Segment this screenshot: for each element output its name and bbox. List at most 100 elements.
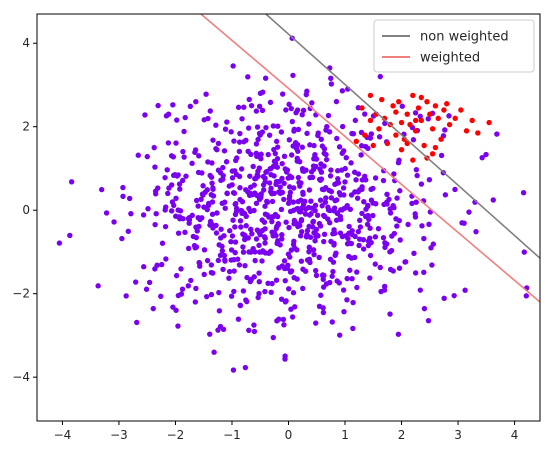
data-point-series-0 — [274, 144, 281, 150]
x-tick-label: −1 — [223, 428, 241, 442]
data-point-series-0 — [391, 230, 398, 237]
data-point-series-0 — [281, 258, 288, 264]
data-point-series-1 — [475, 130, 481, 136]
data-point-series-0 — [310, 219, 316, 225]
data-point-series-1 — [412, 128, 419, 134]
data-point-series-0 — [279, 232, 285, 238]
data-point-series-0 — [312, 202, 319, 209]
data-point-series-1 — [415, 105, 422, 111]
data-point-series-1 — [446, 121, 453, 128]
data-point-series-0 — [231, 268, 237, 274]
data-point-series-0 — [152, 221, 158, 228]
data-point-series-0 — [362, 173, 368, 180]
data-point-series-0 — [362, 111, 368, 117]
data-point-series-0 — [263, 169, 269, 175]
data-point-series-0 — [203, 91, 209, 97]
data-point-series-0 — [462, 287, 468, 293]
data-point-series-0 — [229, 168, 236, 174]
data-point-series-0 — [412, 110, 419, 116]
data-point-series-1 — [370, 142, 376, 149]
data-point-series-0 — [260, 89, 266, 95]
data-point-series-0 — [347, 206, 354, 213]
data-point-series-0 — [273, 277, 280, 283]
data-point-series-1 — [396, 98, 402, 105]
data-point-series-0 — [300, 107, 307, 114]
data-point-series-0 — [205, 159, 211, 165]
data-point-series-0 — [256, 130, 263, 137]
data-point-series-0 — [331, 205, 338, 211]
data-point-series-0 — [251, 322, 257, 328]
data-point-series-0 — [348, 255, 355, 261]
data-point-series-1 — [362, 132, 368, 138]
data-point-series-0 — [173, 272, 180, 279]
data-point-series-0 — [307, 174, 313, 181]
data-point-series-0 — [259, 227, 266, 234]
data-point-series-0 — [237, 130, 243, 137]
data-point-series-0 — [303, 167, 309, 173]
data-point-series-0 — [222, 126, 229, 132]
data-point-series-0 — [306, 249, 312, 255]
data-point-series-0 — [348, 240, 355, 247]
data-point-series-0 — [247, 184, 254, 190]
data-point-series-0 — [372, 261, 378, 267]
data-point-series-0 — [310, 247, 317, 253]
data-point-series-0 — [421, 269, 427, 276]
data-point-series-0 — [428, 245, 434, 251]
data-point-series-0 — [298, 258, 305, 264]
data-point-series-0 — [256, 278, 262, 285]
data-point-series-0 — [307, 142, 313, 148]
data-point-series-0 — [183, 173, 189, 179]
data-point-series-0 — [295, 223, 301, 230]
data-point-series-0 — [395, 160, 402, 166]
data-point-series-0 — [253, 200, 260, 207]
data-point-series-0 — [288, 152, 295, 158]
data-point-series-0 — [226, 183, 232, 189]
data-point-series-0 — [209, 211, 216, 217]
data-point-series-0 — [413, 166, 420, 173]
data-point-series-0 — [279, 91, 286, 97]
data-point-series-0 — [230, 367, 237, 373]
data-point-series-0 — [210, 185, 216, 191]
data-point-series-0 — [354, 195, 361, 201]
data-point-series-0 — [248, 102, 255, 109]
data-point-series-0 — [350, 299, 356, 306]
data-point-series-0 — [372, 175, 379, 181]
data-point-series-0 — [215, 257, 222, 264]
y-tick-label: −2 — [12, 287, 30, 301]
data-point-series-0 — [282, 353, 288, 359]
data-point-series-0 — [288, 105, 294, 112]
data-point-series-0 — [198, 196, 204, 202]
data-point-series-0 — [340, 185, 347, 191]
data-point-series-0 — [250, 163, 256, 170]
data-point-series-0 — [178, 266, 184, 272]
data-point-series-0 — [523, 293, 529, 299]
data-point-series-0 — [56, 240, 63, 246]
data-point-series-0 — [399, 103, 406, 109]
data-point-series-0 — [341, 192, 347, 198]
data-point-series-0 — [318, 169, 325, 175]
data-point-series-0 — [328, 167, 334, 173]
data-point-series-0 — [254, 227, 261, 233]
data-point-series-0 — [341, 308, 347, 315]
data-point-series-0 — [339, 207, 345, 213]
data-point-series-0 — [323, 195, 329, 201]
data-point-series-0 — [335, 176, 341, 182]
data-point-series-0 — [288, 247, 295, 253]
data-point-series-1 — [421, 142, 427, 149]
points-layer — [56, 35, 530, 373]
data-point-series-0 — [361, 199, 367, 205]
data-point-series-0 — [165, 111, 172, 117]
data-point-series-0 — [220, 164, 226, 171]
data-point-series-0 — [215, 167, 222, 173]
data-point-series-0 — [126, 195, 133, 202]
data-point-series-1 — [438, 136, 444, 142]
data-point-series-0 — [280, 316, 287, 323]
data-point-series-0 — [252, 249, 258, 255]
data-point-series-0 — [233, 157, 239, 164]
data-point-series-0 — [98, 186, 105, 193]
data-point-series-0 — [316, 220, 323, 227]
data-point-series-0 — [249, 231, 255, 237]
data-point-series-1 — [410, 157, 416, 163]
data-point-series-0 — [173, 195, 179, 202]
data-point-series-0 — [282, 299, 289, 305]
